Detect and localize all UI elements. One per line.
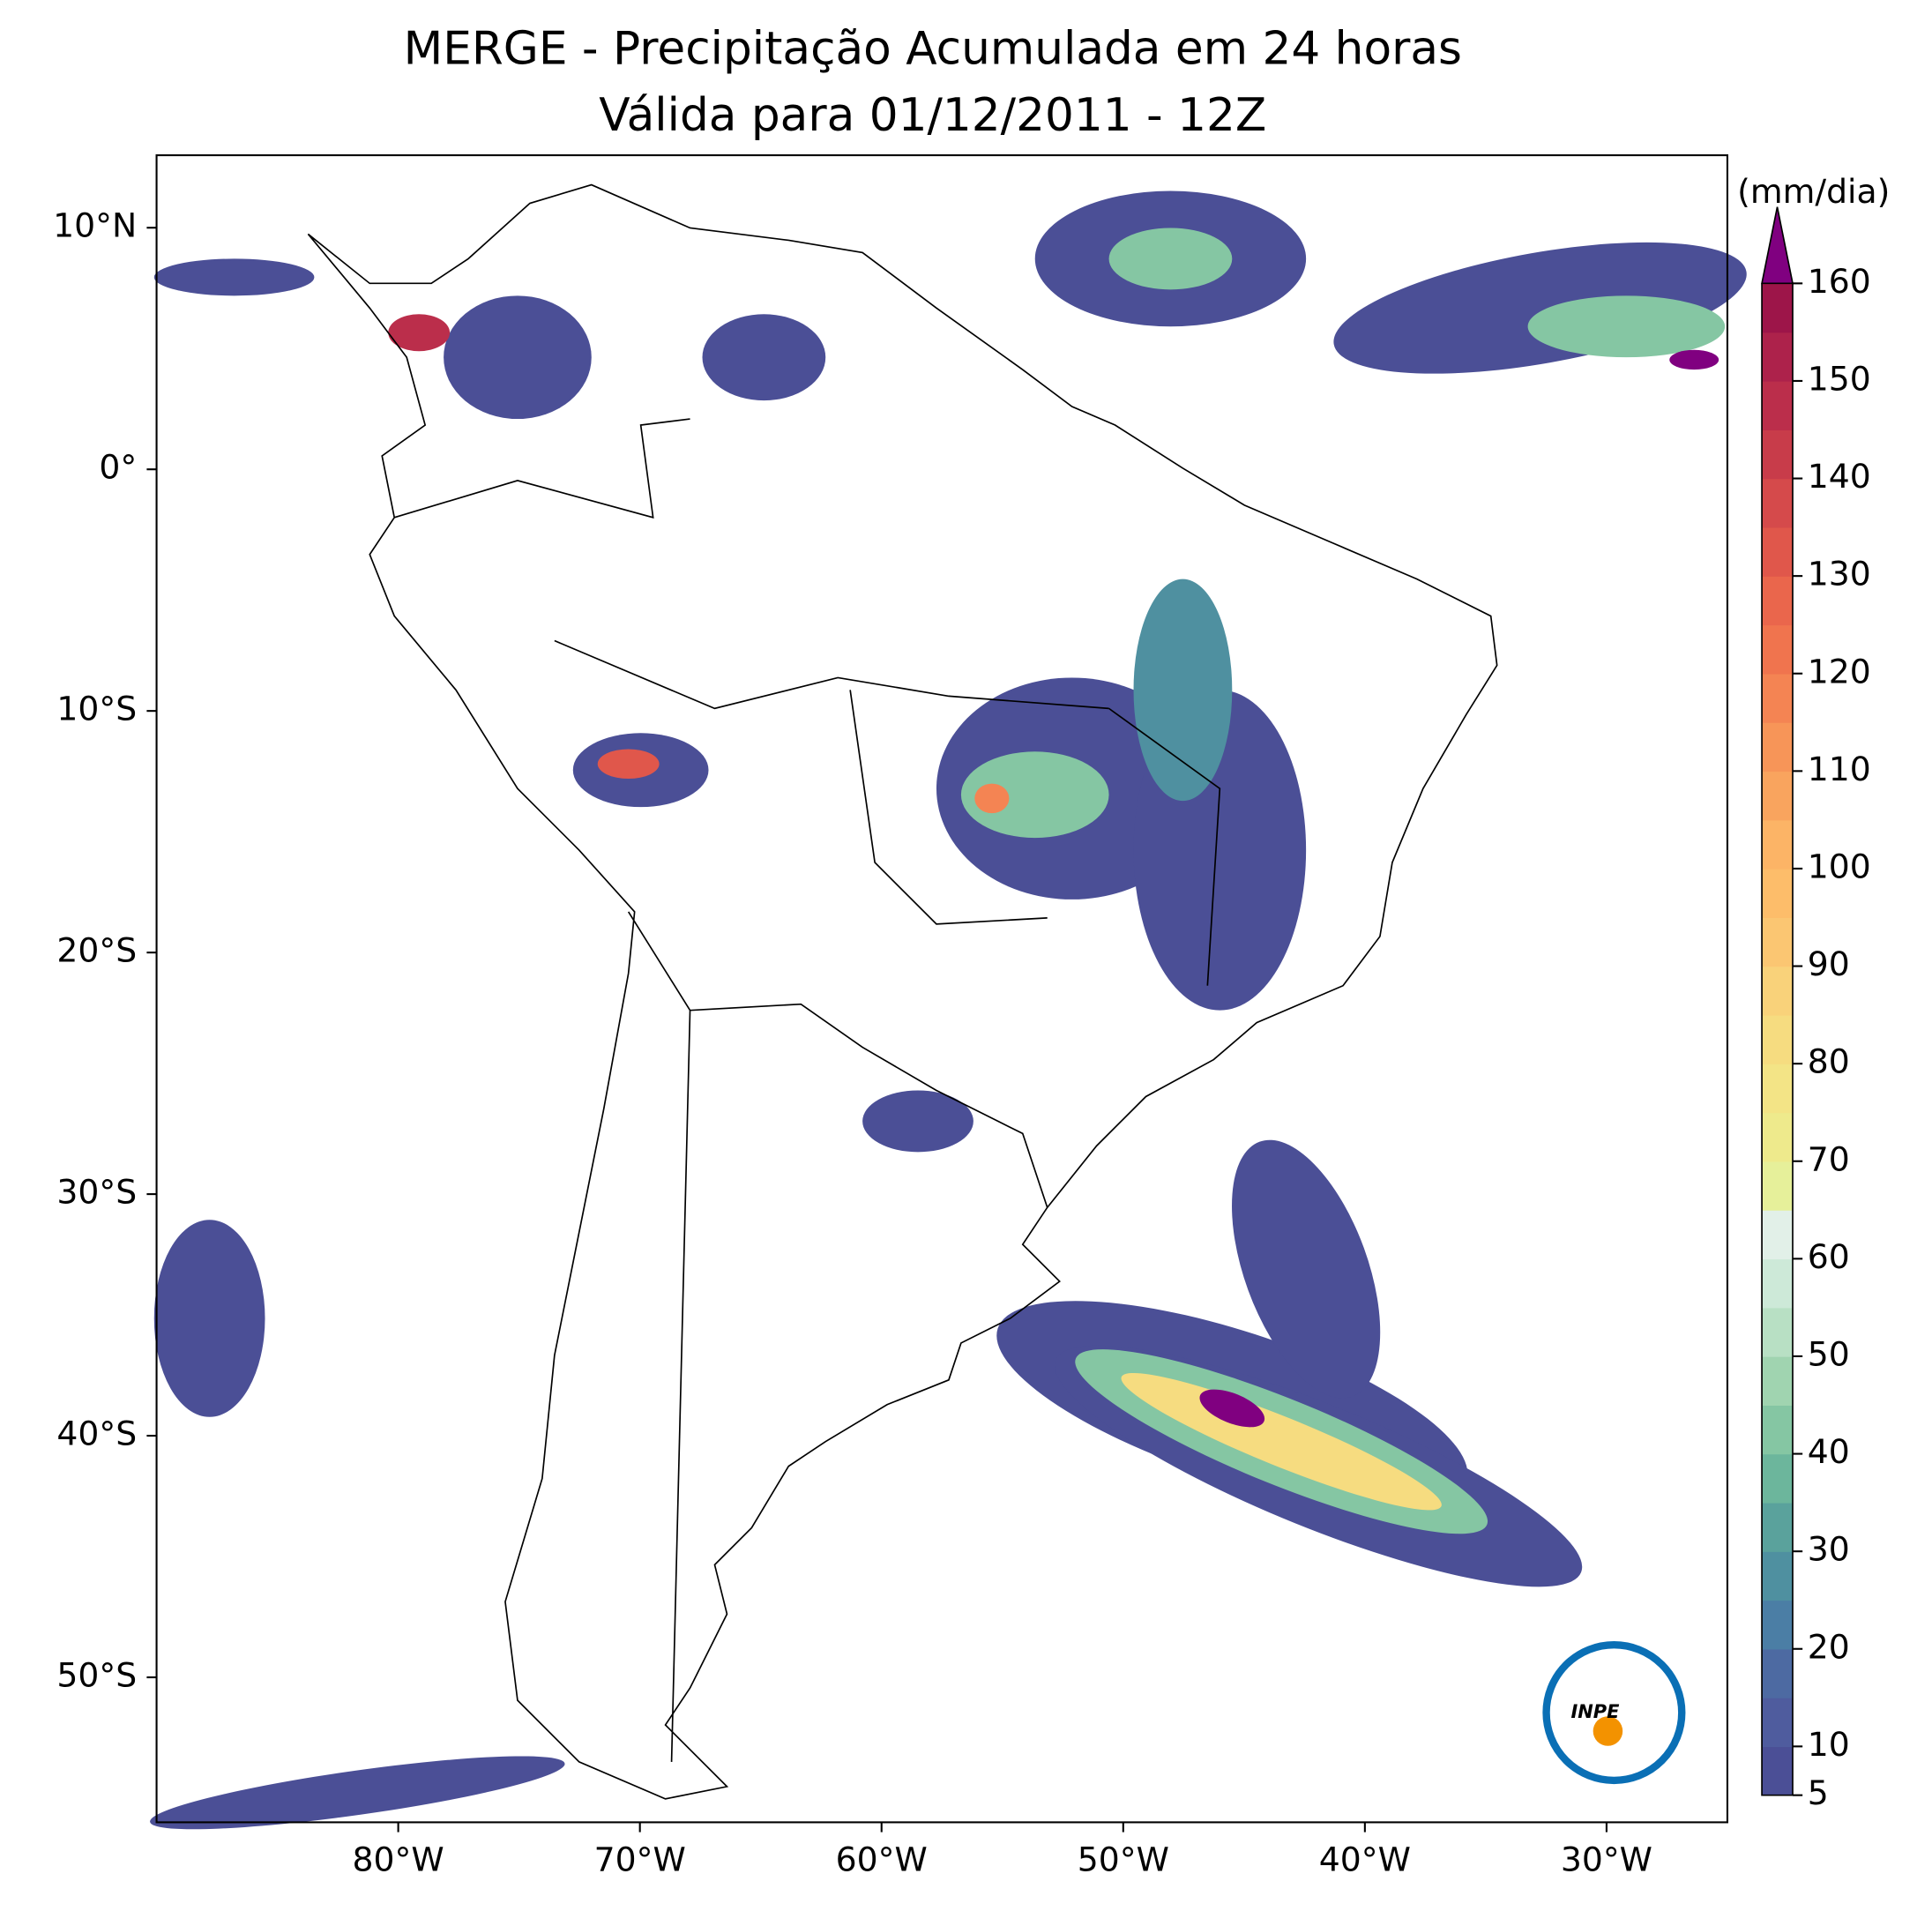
colorbar-band (1762, 576, 1793, 626)
colorbar-band (1762, 283, 1793, 333)
coastline (307, 183, 1498, 1800)
colorbar-frame (1761, 283, 1794, 1796)
colorbar-tick-label: 40 (1808, 1432, 1850, 1471)
colorbar-tick-label: 150 (1808, 359, 1871, 398)
colorbar-tick-label: 90 (1808, 944, 1850, 983)
colorbar-band (1762, 1307, 1793, 1357)
x-tick-label: 40°W (1319, 1840, 1411, 1879)
colorbar-band (1762, 1161, 1793, 1211)
colorbar-band (1762, 1502, 1793, 1552)
colorbar-band (1762, 1551, 1793, 1601)
colorbar-band (1762, 1600, 1793, 1650)
borders (393, 418, 1221, 1762)
colorbar-tick-label: 50 (1808, 1334, 1850, 1373)
colorbar-band (1762, 1648, 1793, 1698)
colorbar-band (1762, 1746, 1793, 1796)
colorbar-band (1762, 429, 1793, 480)
colorbar-tick-label: 110 (1808, 750, 1871, 788)
colorbar-band (1762, 1064, 1793, 1114)
colorbar-tick-label: 100 (1808, 847, 1871, 885)
colorbar-band (1762, 624, 1793, 675)
colorbar-band (1762, 380, 1793, 430)
map-area: INPE (150, 183, 1747, 1830)
title: MERGE - Precipitação Acumulada em 24 hor… (404, 23, 1462, 76)
colorbar-band (1762, 966, 1793, 1016)
colorbar-band (1762, 771, 1793, 821)
colorbar-tick-label: 80 (1808, 1042, 1850, 1081)
colorbar-band (1762, 819, 1793, 870)
colorbar-tick-label: 20 (1808, 1627, 1850, 1666)
colorbar-band (1762, 917, 1793, 967)
colorbar-tick-label: 70 (1808, 1139, 1850, 1178)
colorbar-band (1762, 478, 1793, 528)
map-frame (155, 153, 1728, 1824)
x-tick-label: 30°W (1561, 1840, 1652, 1879)
colorbar-tick-label: 130 (1808, 555, 1871, 593)
x-tick-label: 70°W (594, 1840, 686, 1879)
logo-text: INPE (1571, 1701, 1621, 1722)
precipitation (150, 190, 1747, 1830)
y-tick-label: 0° (99, 448, 137, 487)
colorbar-band (1762, 1258, 1793, 1309)
colorbar-band (1762, 1698, 1793, 1748)
y-tick-label: 20°S (56, 931, 137, 970)
x-tick-label: 80°W (353, 1840, 444, 1879)
colorbar-band (1762, 722, 1793, 773)
colorbar-band (1762, 526, 1793, 577)
y-tick-label: 10°N (53, 206, 137, 245)
colorbar-tick-label: 30 (1808, 1530, 1850, 1569)
colorbar-tick-label: 5 (1808, 1773, 1829, 1812)
colorbar-tick-label: 10 (1808, 1725, 1850, 1764)
subtitle: Válida para 01/12/2011 - 12Z (599, 89, 1266, 142)
y-tick-label: 30°S (56, 1173, 137, 1212)
colorbar-band (1762, 1014, 1793, 1064)
x-tick-label: 60°W (836, 1840, 928, 1879)
colorbar-band (1762, 1210, 1793, 1260)
colorbar-tick-label: 160 (1808, 262, 1871, 301)
colorbar-band (1762, 332, 1793, 382)
colorbar-band (1762, 1405, 1793, 1455)
colorbar-label: (mm/dia) (1737, 172, 1890, 211)
colorbar-tick-label: 120 (1808, 652, 1871, 690)
colorbar-tick-label: 140 (1808, 457, 1871, 496)
colorbar-extend (1761, 206, 1794, 285)
x-tick-label: 50°W (1078, 1840, 1169, 1879)
colorbar-band (1762, 1112, 1793, 1162)
y-tick-label: 10°S (56, 690, 137, 728)
colorbar-band (1762, 868, 1793, 918)
colorbar-band (1762, 1355, 1793, 1406)
colorbar-tick-label: 60 (1808, 1237, 1850, 1276)
y-tick-label: 40°S (56, 1415, 137, 1453)
y-tick-label: 50°S (56, 1656, 137, 1695)
logo: INPE (1542, 1641, 1686, 1785)
colorbar-band (1762, 1453, 1793, 1504)
colorbar-band (1762, 673, 1793, 723)
